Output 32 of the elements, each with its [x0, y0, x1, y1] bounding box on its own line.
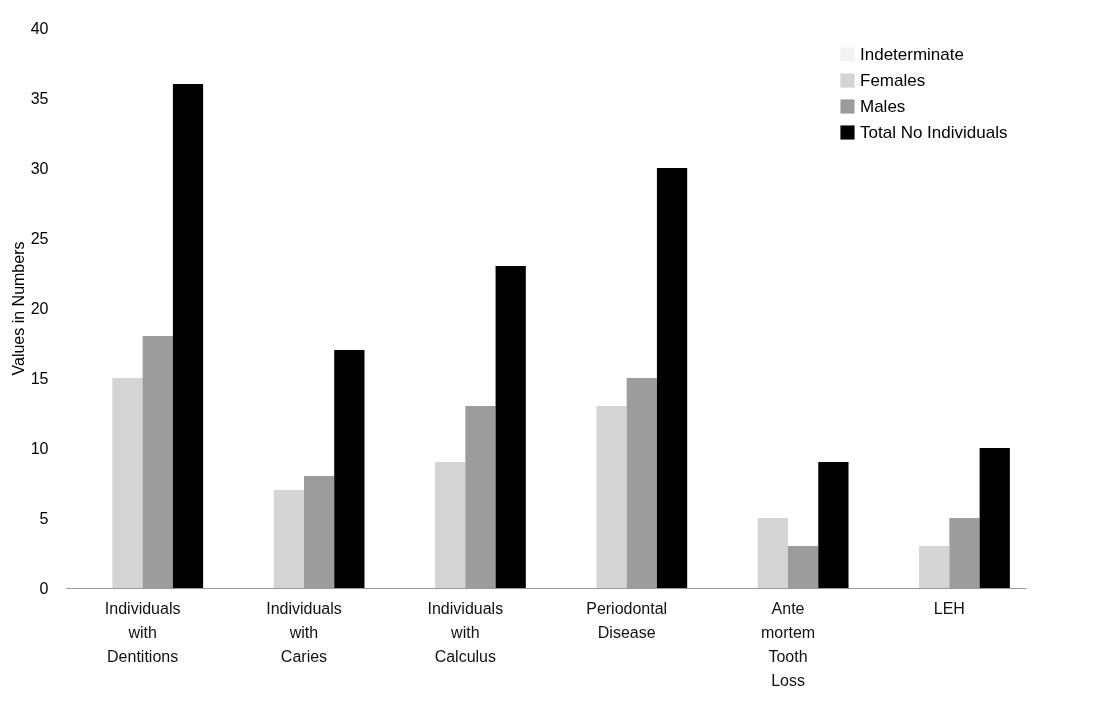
legend-label: Total No Individuals [860, 122, 1008, 142]
y-tick-label: 20 [30, 299, 49, 317]
legend-label: Indeterminate [860, 44, 964, 64]
y-tick-label: 35 [30, 89, 49, 107]
x-tick-label: Individuals with Dentitions [104, 599, 181, 665]
bar [495, 266, 526, 588]
y-axis-title: Values in Numbers [9, 241, 27, 376]
y-tick-label: 30 [30, 159, 49, 177]
y-tick-label: 25 [30, 229, 49, 247]
x-tick-label: Individuals with Caries [266, 599, 342, 665]
bar [435, 462, 466, 588]
x-tick-label: Individuals with Calculus [427, 599, 504, 665]
bar [656, 168, 688, 588]
bar [818, 462, 849, 588]
y-tick-label: 0 [39, 579, 49, 597]
y-tick-label: 5 [39, 509, 49, 527]
legend-label: Males [860, 96, 906, 116]
y-tick-label: 40 [30, 19, 49, 37]
y-tick-label: 10 [30, 439, 49, 457]
legend-label: Females [860, 70, 926, 90]
bar [172, 84, 204, 588]
bar [334, 350, 365, 588]
x-tick-label: LEH [933, 599, 965, 617]
x-tick-label: Periodontal Disease [586, 599, 668, 641]
bar [596, 406, 627, 588]
bar [757, 518, 789, 588]
bar [919, 546, 950, 588]
bar [273, 490, 304, 588]
bar [979, 448, 1010, 588]
y-tick-label: 15 [30, 369, 49, 387]
x-tick-label: Ante mortem Tooth Loss [760, 599, 816, 689]
bar [112, 378, 143, 588]
